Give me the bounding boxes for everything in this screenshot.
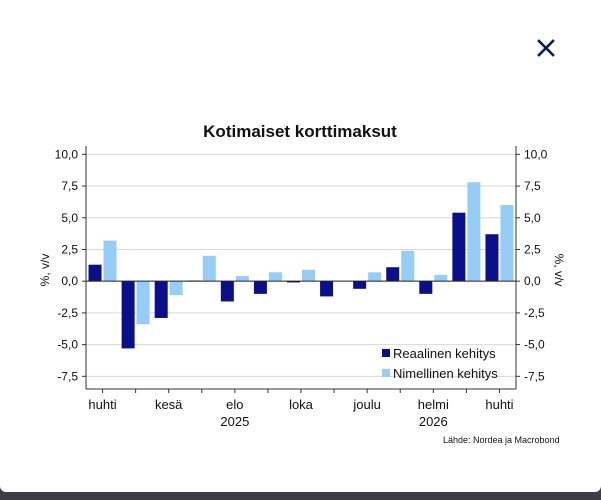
bar [353,281,367,289]
bar [169,281,183,296]
x-year-label: 2026 [419,414,448,429]
chart-title: Kotimaiset korttimaksut [203,122,397,141]
y-tick-label: 0,0 [524,274,541,288]
y-tick-label: -7,5 [524,369,545,383]
y-tick-label: 10,0 [55,147,79,161]
y-axis-right-ticks: 10,0 7,5 5,0 2,5 0,0 -2,5 -5,0 -7,5 [516,147,548,383]
bar [368,272,382,282]
legend-swatch [382,349,390,357]
bar [452,212,466,282]
x-tick-label: joulu [352,397,380,412]
bar [419,281,433,294]
y-axis-label-left: %, v/v [38,254,52,287]
x-tick-label: huhti [485,397,513,412]
bar [320,281,334,297]
grid-lines [86,153,516,377]
bar [154,281,168,318]
y-tick-label: 2,5 [524,242,541,256]
y-tick-label: 2,5 [61,242,78,256]
bar [386,267,400,282]
bar [485,234,499,282]
bar [220,281,234,302]
y-tick-label: -2,5 [57,306,78,320]
bar-chart: Kotimaiset korttimaksut 10,0 7,5 5,0 2,5 0,0… [38,122,566,429]
y-tick-label: 0,0 [61,274,78,288]
x-tick-label: helmi [418,397,449,412]
x-tick-label: loka [289,397,314,412]
x-tick-label: elo [226,397,243,412]
legend-label: Reaalinen kehitys [393,346,496,361]
bar [287,281,300,283]
bar [121,281,135,349]
x-tick-label: kesä [155,397,183,412]
bar [500,205,514,282]
source-note: Lähde: Nordea ja Macrobond [443,435,560,445]
y-tick-label: 10,0 [524,147,548,161]
legend: Reaalinen kehitys Nimellinen kehitys [382,346,498,381]
bar [302,269,315,282]
bar [103,240,117,282]
y-axis-left-ticks: 10,0 7,5 5,0 2,5 0,0 -2,5 -5,0 -7,5 [55,147,86,383]
y-tick-label: 7,5 [61,179,78,193]
bar [202,255,216,282]
y-tick-label: 5,0 [61,211,78,225]
bar [235,276,249,282]
bar [434,274,448,282]
legend-label: Nimellinen kehitys [393,366,498,381]
bar [268,272,282,282]
legend-swatch [382,369,390,377]
bar [467,182,481,282]
y-tick-label: -2,5 [524,306,545,320]
bar [136,281,150,325]
close-button[interactable] [532,34,560,62]
bar [401,250,415,282]
bar [253,281,267,294]
y-tick-label: -5,0 [524,338,545,352]
y-tick-label: -5,0 [57,338,78,352]
x-axis-ticks: huhti kesä elo loka joulu helmi huhti 2025 2026 [88,389,514,429]
x-year-label: 2025 [220,414,249,429]
y-axis-label-right: %, v/v [552,254,566,287]
y-tick-label: -7,5 [57,369,78,383]
y-tick-label: 5,0 [524,211,541,225]
bars [88,182,514,349]
x-tick-label: huhti [88,397,116,412]
bar [88,264,102,282]
close-icon [537,39,555,57]
y-tick-label: 7,5 [524,179,541,193]
